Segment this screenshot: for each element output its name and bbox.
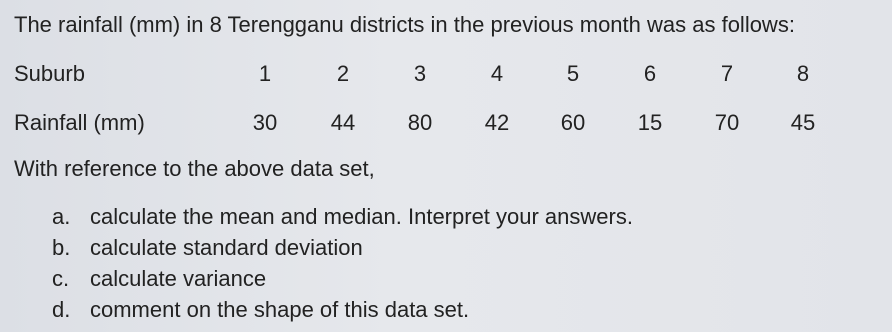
cell: 44 (330, 110, 356, 135)
cell: 45 (790, 110, 816, 135)
row-label: Suburb (14, 61, 85, 86)
cell: 42 (484, 110, 510, 135)
reference: With reference to the above data set, (14, 156, 375, 181)
row-label: Rainfall (mm) (14, 110, 145, 135)
column-header: 3 (413, 61, 427, 86)
cell: 30 (252, 110, 278, 135)
item-text: comment on the shape of this data set. (90, 297, 470, 322)
item-marker: a. (52, 204, 71, 229)
column-header: 2 (336, 61, 350, 86)
cell: 80 (407, 110, 433, 135)
column-header: 6 (643, 61, 657, 86)
column-header: 4 (490, 61, 504, 86)
intro: The rainfall (mm) in 8 Terengganu distri… (14, 12, 795, 37)
column-header: 5 (566, 61, 580, 86)
item-marker: d. (52, 297, 71, 322)
item-marker: c. (52, 266, 70, 291)
item-text: calculate the mean and median. Interpret… (90, 204, 633, 229)
column-header: 7 (720, 61, 734, 86)
column-header: 1 (258, 61, 272, 86)
item-text: calculate variance (90, 266, 267, 291)
cell: 15 (637, 110, 663, 135)
cell: 70 (714, 110, 740, 135)
item-marker: b. (52, 235, 71, 260)
column-header: 8 (796, 61, 810, 86)
cell: 60 (560, 110, 586, 135)
item-text: calculate standard deviation (90, 235, 363, 260)
